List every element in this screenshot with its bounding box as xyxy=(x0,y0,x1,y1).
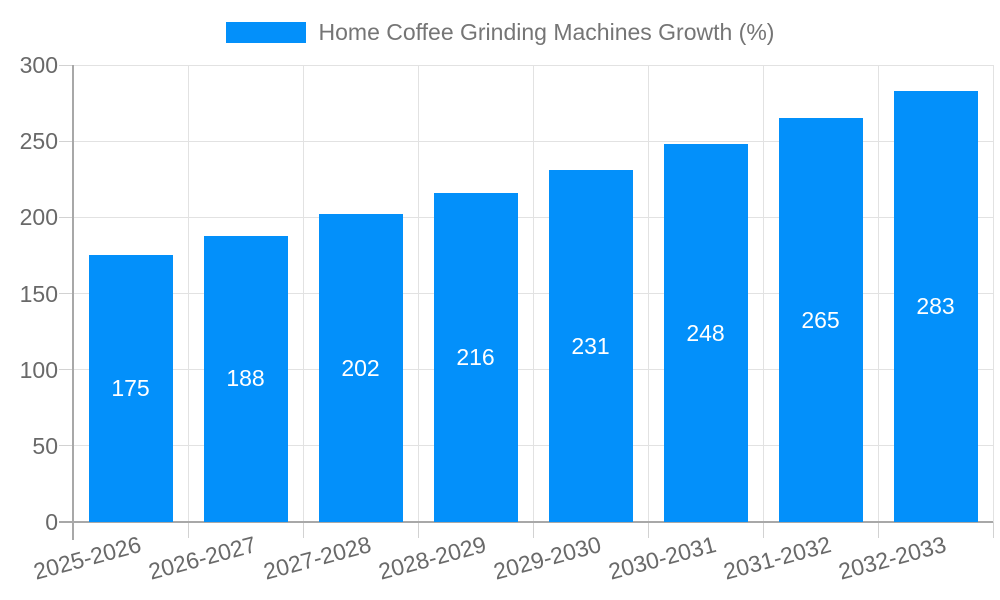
y-axis-tick xyxy=(59,293,73,294)
v-gridline xyxy=(992,65,994,522)
y-axis-tick xyxy=(59,64,73,66)
y-tick-label: 150 xyxy=(19,280,58,307)
y-tick-label: 300 xyxy=(19,52,58,78)
bar[interactable]: 231 xyxy=(548,170,633,522)
x-tick-label: 2031-2032 xyxy=(720,531,834,585)
y-tick-label: 50 xyxy=(32,432,58,459)
bar[interactable]: 188 xyxy=(203,235,288,522)
v-gridline xyxy=(877,65,879,522)
y-axis-tick xyxy=(59,369,73,371)
y-axis-tick xyxy=(59,140,73,142)
bar-value-label: 248 xyxy=(686,319,725,346)
v-gridline xyxy=(762,65,764,522)
x-tick-label: 2030-2031 xyxy=(605,531,719,585)
bar[interactable]: 216 xyxy=(433,192,518,522)
x-tick-label: 2025-2026 xyxy=(30,531,144,585)
bar[interactable]: 265 xyxy=(778,118,863,522)
x-axis-tick xyxy=(417,522,419,538)
x-axis-tick xyxy=(992,522,994,538)
chart-legend[interactable]: Home Coffee Grinding Machines Growth (%) xyxy=(0,14,1000,50)
x-axis-tick xyxy=(302,522,304,538)
v-gridline xyxy=(187,65,189,522)
bar[interactable]: 175 xyxy=(88,255,173,522)
x-axis-tick xyxy=(532,522,534,538)
x-tick-label: 2029-2030 xyxy=(490,531,604,585)
bar[interactable]: 283 xyxy=(893,90,978,522)
bar-value-label: 202 xyxy=(341,354,380,381)
x-axis-tick xyxy=(647,522,649,538)
x-tick-label: 2032-2033 xyxy=(835,531,949,585)
y-axis-tick xyxy=(59,445,73,447)
y-tick-label: 0 xyxy=(45,509,58,535)
x-axis-tick xyxy=(877,522,879,538)
v-gridline xyxy=(647,65,649,522)
y-tick-label: 250 xyxy=(19,128,58,155)
v-gridline xyxy=(417,65,419,522)
x-axis-tick xyxy=(187,522,189,538)
bar-value-label: 188 xyxy=(226,365,265,392)
y-tick-label: 100 xyxy=(19,356,58,383)
x-axis-line xyxy=(59,521,993,523)
legend-label: Home Coffee Grinding Machines Growth (%) xyxy=(318,18,775,45)
bar-value-label: 216 xyxy=(456,343,495,370)
bar-value-label: 283 xyxy=(916,292,955,319)
x-axis-tick xyxy=(762,522,764,538)
x-tick-label: 2026-2027 xyxy=(145,531,259,585)
y-axis-line xyxy=(72,65,74,540)
bar-value-label: 231 xyxy=(571,332,610,359)
y-axis-tick xyxy=(59,216,73,218)
legend-swatch xyxy=(225,21,306,43)
v-gridline xyxy=(302,65,304,522)
bar[interactable]: 248 xyxy=(663,144,748,522)
bar[interactable]: 202 xyxy=(318,214,403,522)
x-tick-label: 2027-2028 xyxy=(260,531,374,585)
bar-value-label: 265 xyxy=(801,306,840,333)
bar-value-label: 175 xyxy=(111,375,150,402)
x-tick-label: 2028-2029 xyxy=(375,531,489,585)
v-gridline xyxy=(532,65,534,522)
y-tick-label: 200 xyxy=(19,204,58,231)
